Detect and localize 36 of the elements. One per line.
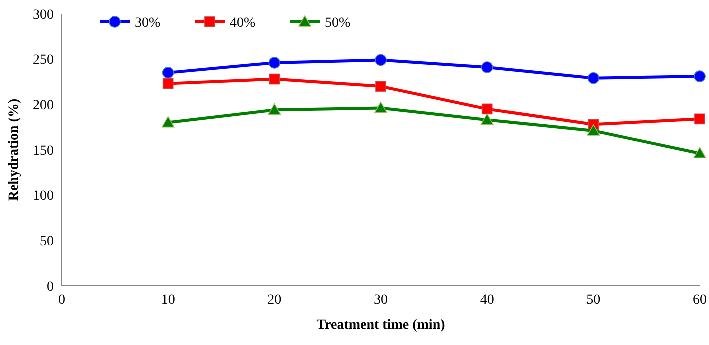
point	[268, 104, 282, 116]
point	[480, 114, 494, 125]
legend-label: 40%	[230, 16, 256, 31]
point	[694, 70, 706, 82]
y-tick-label: 100	[33, 189, 54, 204]
x-tick-label: 20	[268, 293, 282, 308]
y-tick-label: 300	[33, 8, 54, 23]
point	[482, 104, 493, 115]
point	[162, 116, 175, 128]
y-tick-label: 250	[33, 53, 54, 68]
x-tick-label: 60	[693, 293, 707, 308]
x-tick-label: 40	[480, 293, 494, 308]
point	[269, 74, 280, 85]
point	[376, 81, 386, 92]
y-tick-label: 50	[40, 234, 54, 250]
x-axis-title: Treatment time (min)	[316, 318, 446, 333]
y-tick-label: 200	[33, 98, 54, 114]
x-tick-label: 50	[586, 293, 601, 308]
point	[481, 62, 494, 74]
point	[587, 124, 600, 136]
y-axis-title: Rehydration (%)	[7, 98, 22, 202]
point	[694, 114, 706, 125]
x-tick-label: 30	[374, 293, 388, 308]
legend-label: 50%	[325, 16, 351, 31]
point	[162, 67, 174, 79]
point	[268, 57, 281, 69]
y-tick-label: 150	[33, 144, 54, 159]
point	[375, 54, 387, 66]
point	[162, 78, 174, 90]
y-tick-label: 0	[47, 280, 54, 295]
point	[588, 72, 600, 84]
legend-label: 30%	[135, 16, 161, 31]
point	[694, 147, 706, 159]
point	[374, 102, 388, 114]
x-tick-label: 10	[161, 293, 176, 308]
x-tick-label: 0	[58, 293, 66, 308]
